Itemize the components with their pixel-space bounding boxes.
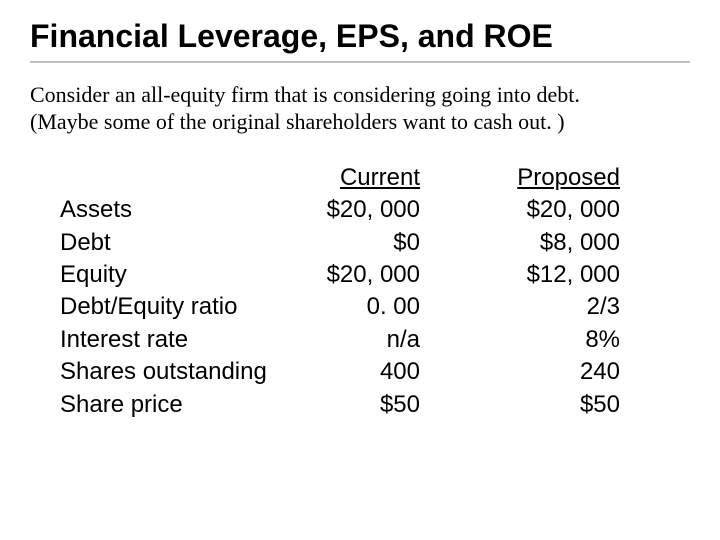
- table-gap: [420, 227, 480, 259]
- table-row: Shares outstanding 400 240: [60, 356, 620, 388]
- intro-line-1: Consider an all-equity firm that is cons…: [30, 82, 580, 107]
- row-proposed: 240: [480, 356, 620, 388]
- table-gap: [420, 356, 480, 388]
- table-row: Share price $50 $50: [60, 389, 620, 421]
- table-gap: [420, 324, 480, 356]
- table-gap: [420, 162, 480, 194]
- row-proposed: $20, 000: [480, 194, 620, 226]
- row-current: 0. 00: [290, 291, 420, 323]
- table-gap: [420, 194, 480, 226]
- table-header-row: Current Proposed: [60, 162, 620, 194]
- row-proposed: $12, 000: [480, 259, 620, 291]
- row-label: Debt/Equity ratio: [60, 291, 290, 323]
- row-label: Equity: [60, 259, 290, 291]
- row-current: $0: [290, 227, 420, 259]
- table-row: Interest rate n/a 8%: [60, 324, 620, 356]
- table-header-current: Current: [290, 162, 420, 194]
- row-label: Share price: [60, 389, 290, 421]
- table-row: Debt $0 $8, 000: [60, 227, 620, 259]
- row-label: Debt: [60, 227, 290, 259]
- row-current: $50: [290, 389, 420, 421]
- table-row: Equity $20, 000 $12, 000: [60, 259, 620, 291]
- table-header-proposed: Proposed: [480, 162, 620, 194]
- intro-line-2: (Maybe some of the original shareholders…: [30, 109, 565, 134]
- table-gap: [420, 291, 480, 323]
- comparison-table-wrap: Current Proposed Assets $20, 000 $20, 00…: [30, 162, 690, 421]
- row-current: n/a: [290, 324, 420, 356]
- table-gap: [420, 389, 480, 421]
- comparison-table: Current Proposed Assets $20, 000 $20, 00…: [60, 162, 620, 421]
- table-header-blank: [60, 162, 290, 194]
- intro-text: Consider an all-equity firm that is cons…: [30, 81, 690, 136]
- table-row: Assets $20, 000 $20, 000: [60, 194, 620, 226]
- slide-title: Financial Leverage, EPS, and ROE: [30, 18, 690, 55]
- row-label: Assets: [60, 194, 290, 226]
- row-proposed: 2/3: [480, 291, 620, 323]
- row-label: Shares outstanding: [60, 356, 290, 388]
- table-gap: [420, 259, 480, 291]
- row-current: 400: [290, 356, 420, 388]
- slide: Financial Leverage, EPS, and ROE Conside…: [0, 0, 720, 540]
- row-proposed: $8, 000: [480, 227, 620, 259]
- row-current: $20, 000: [290, 194, 420, 226]
- row-label: Interest rate: [60, 324, 290, 356]
- table-row: Debt/Equity ratio 0. 00 2/3: [60, 291, 620, 323]
- row-proposed: 8%: [480, 324, 620, 356]
- row-proposed: $50: [480, 389, 620, 421]
- title-divider: [30, 61, 690, 63]
- row-current: $20, 000: [290, 259, 420, 291]
